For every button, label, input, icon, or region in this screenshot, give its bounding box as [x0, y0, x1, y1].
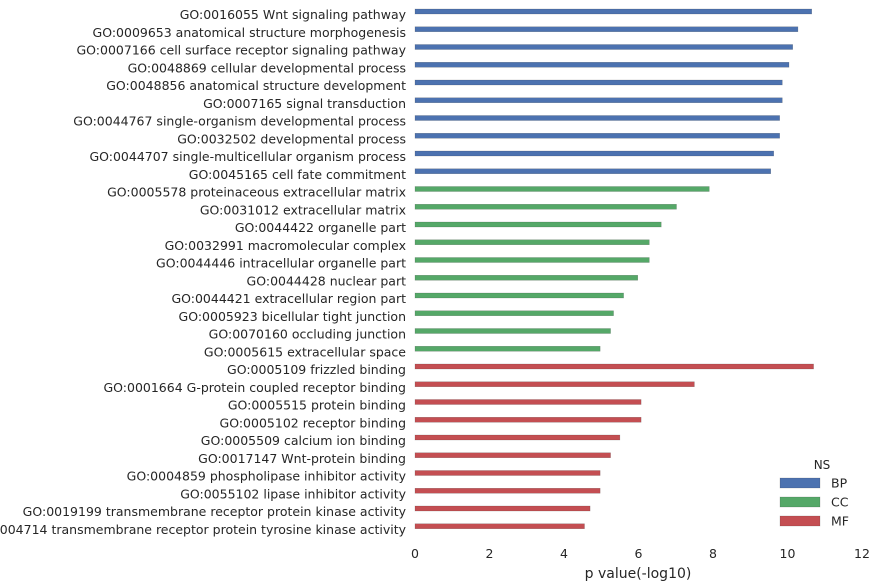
category-label: GO:0001664 G-protein coupled receptor bi… — [103, 380, 406, 395]
bar-cc — [414, 186, 710, 192]
category-label: GO:0070160 occluding junction — [209, 327, 406, 342]
bar-cc — [414, 239, 650, 245]
x-tick-label: 10 — [780, 546, 796, 561]
legend-label-cc: CC — [831, 495, 849, 510]
category-label: GO:0007165 signal transduction — [203, 96, 406, 111]
x-axis: 0 2 4 6 8 10 12 — [411, 546, 870, 561]
category-label: GO:0044767 single-organism developmental… — [73, 114, 406, 129]
bar-mf — [414, 434, 621, 441]
bar-cc — [414, 328, 611, 334]
category-label: GO:0016055 Wnt signaling pathway — [180, 7, 407, 22]
legend-title: NS — [814, 458, 831, 472]
category-label: GO:0017147 Wnt-protein binding — [198, 451, 406, 466]
x-axis-label: p value(-log10) — [585, 566, 692, 582]
bar-bp — [414, 168, 771, 174]
legend-swatch-mf — [779, 515, 821, 527]
bar-mf — [414, 363, 814, 370]
x-tick-label: 4 — [560, 546, 568, 561]
x-tick-label: 0 — [411, 546, 419, 561]
bar-mf — [414, 470, 601, 476]
category-label: GO:0032502 developmental process — [177, 131, 406, 146]
category-label: GO:0005509 calcium ion binding — [201, 433, 406, 448]
category-label: GO:0007166 cell surface receptor signali… — [76, 43, 406, 58]
category-label: GO:0031012 extracellular matrix — [200, 202, 406, 217]
category-label: GO:0032991 macromolecular complex — [165, 238, 406, 253]
bar-bp — [414, 115, 780, 121]
bar-bp — [414, 8, 812, 15]
bar-mf — [414, 417, 642, 423]
category-label: GO:0009653 anatomical structure morphoge… — [93, 25, 406, 40]
bar-bp — [414, 133, 780, 139]
category-label: GO:0044707 single-multicellular organism… — [89, 149, 406, 164]
bar-bp — [414, 44, 793, 50]
category-label: GO:0045165 cell fate commitment — [189, 167, 406, 182]
bar-mf — [414, 381, 695, 387]
x-tick-label: 2 — [486, 546, 494, 561]
legend-swatch-bp — [779, 477, 821, 489]
x-tick-label: 12 — [854, 546, 870, 561]
bar-bp — [414, 26, 799, 32]
bars — [414, 8, 814, 529]
legend-label-mf: MF — [831, 514, 849, 529]
category-label: GO:0048856 anatomical structure developm… — [106, 78, 406, 93]
bar-cc — [414, 310, 614, 316]
category-label: GO:0019199 transmembrane receptor protei… — [23, 504, 407, 519]
category-label: GO:0055102 lipase inhibitor activity — [180, 486, 406, 501]
bar-bp — [414, 150, 774, 157]
bar-mf — [414, 523, 585, 529]
bar-cc — [414, 257, 650, 263]
category-label: GO:0048869 cellular developmental proces… — [128, 60, 406, 75]
legend: NS BP CC MF — [779, 458, 849, 529]
bar-bp — [414, 62, 790, 68]
category-labels: GO:0016055 Wnt signaling pathway GO:00096… — [0, 7, 407, 537]
x-tick-label: 6 — [635, 546, 643, 561]
legend-label-bp: BP — [831, 476, 848, 491]
x-tick-label: 8 — [709, 546, 717, 561]
legend-swatch-cc — [779, 496, 821, 508]
category-label: GO:0044446 intracellular organelle part — [156, 256, 406, 271]
category-label: GO:0005515 protein binding — [228, 398, 406, 413]
category-label: GO:0044428 nuclear part — [247, 273, 407, 288]
bar-mf — [414, 505, 591, 512]
bar-mf — [414, 452, 611, 458]
category-label: GO:0005578 proteinaceous extracellular m… — [107, 185, 406, 200]
bar-cc — [414, 346, 601, 352]
bar-cc — [414, 204, 677, 210]
category-label: GO:0005102 receptor binding — [220, 415, 406, 430]
category-label: GO:0044421 extracellular region part — [171, 291, 406, 306]
bar-cc — [414, 275, 639, 281]
category-label: GO:0005923 bicellular tight junction — [179, 309, 406, 324]
bar-cc — [414, 292, 624, 299]
bar-mf — [414, 399, 642, 405]
bar-bp — [414, 97, 783, 103]
category-label: GO:0005109 frizzled binding — [227, 362, 406, 377]
bar-mf — [414, 488, 601, 494]
bar-cc — [414, 221, 662, 228]
category-label: GO:0004859 phospholipase inhibitor activ… — [127, 469, 407, 484]
bar-bp — [414, 79, 783, 86]
category-label: GO:0044422 organelle part — [235, 220, 406, 235]
category-label: GO:0004714 transmembrane receptor protei… — [0, 522, 407, 537]
category-label: GO:0005615 extracellular space — [204, 344, 406, 359]
